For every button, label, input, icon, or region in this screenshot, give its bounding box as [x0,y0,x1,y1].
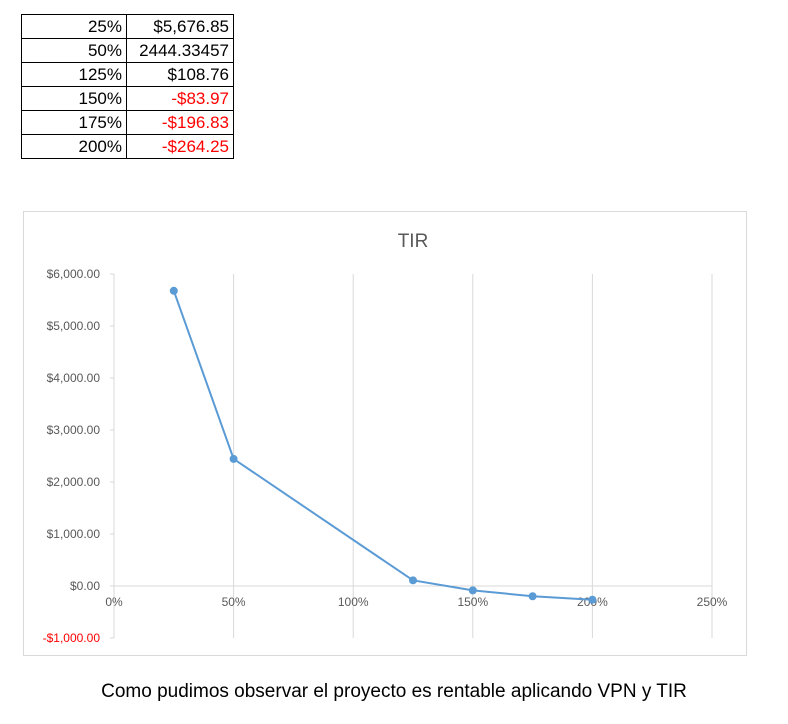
npv-value-cell: -$83.97 [126,86,234,111]
y-tick-label: $1,000.00 [47,527,101,541]
x-tick-label: 50% [222,595,246,609]
table-row: 50% 2444.33457 [21,38,234,63]
npv-value-cell: $5,676.85 [126,14,234,39]
y-tick-label: $6,000.00 [47,267,101,281]
table-row: 150% -$83.97 [21,86,234,111]
x-tick-label: 250% [697,595,728,609]
rate-cell: 125% [21,62,127,87]
rate-cell: 175% [21,110,127,135]
data-point [229,454,238,463]
y-tick-label: $0.00 [70,579,100,593]
rate-cell: 50% [21,38,127,63]
rate-cell: 150% [21,86,127,111]
y-tick-label: $5,000.00 [47,319,101,333]
y-tick-label: -$1,000.00 [43,631,101,645]
y-tick-label: $3,000.00 [47,423,101,437]
data-point [528,592,537,601]
chart-title: TIR [398,231,429,252]
npv-value-cell: 2444.33457 [126,38,234,63]
table-row: 175% -$196.83 [21,110,234,135]
tir-chart-svg: TIR $6,000.00 $5,000.00 $4,000.00 $3,000.00 $… [43,231,728,645]
npv-table: 25% $5,676.85 50% 2444.33457 125% $108.76 150%… [21,14,234,159]
table-row: 25% $5,676.85 [21,14,234,39]
y-tick-label: $4,000.00 [47,371,101,385]
data-point [588,595,597,604]
data-point [409,576,417,585]
npv-value-cell: -$264.25 [126,134,234,159]
y-tick-label: $2,000.00 [47,475,101,489]
x-tick-label: 100% [338,595,369,609]
data-point [468,586,477,595]
x-tick-label: 150% [457,595,488,609]
rate-cell: 25% [21,14,127,39]
data-point [169,286,178,295]
x-tick-label: 0% [105,595,123,609]
table-row: 200% -$264.25 [21,134,234,159]
npv-value-cell: $108.76 [126,62,234,87]
table-row: 125% $108.76 [21,62,234,87]
series-line [172,290,593,601]
npv-value-cell: -$196.83 [126,110,234,135]
tir-chart: TIR $6,000.00 $5,000.00 $4,000.00 $3,000.00 $… [23,211,747,656]
conclusion-caption: Como pudimos observar el proyecto es ren… [101,681,687,702]
rate-cell: 200% [21,134,127,159]
